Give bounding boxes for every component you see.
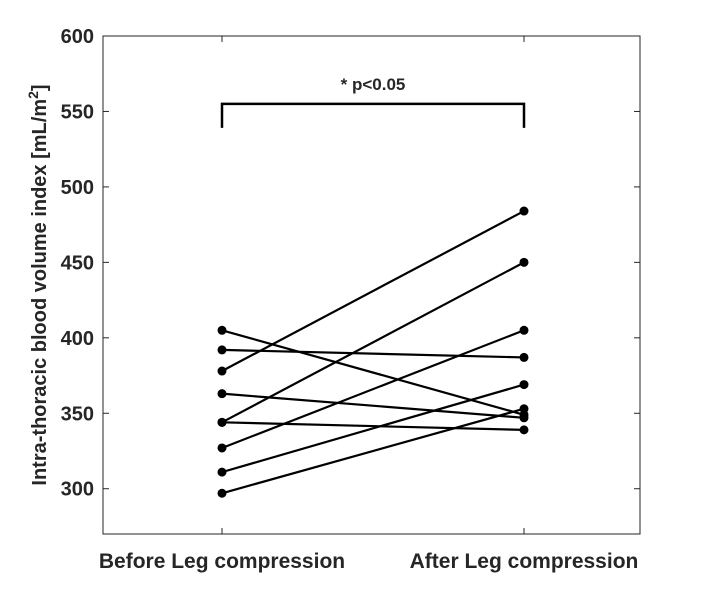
data-point <box>217 366 227 376</box>
x-category-label: Before Leg compression <box>99 550 345 573</box>
data-point <box>519 413 529 423</box>
data-point <box>519 325 529 335</box>
y-axis-label: Intra-thoracic blood volume index [mL/m2… <box>25 84 51 485</box>
y-tick-label: 300 <box>61 479 94 501</box>
y-tick-label: 350 <box>61 403 94 425</box>
series-7 <box>217 380 529 477</box>
series-9 <box>217 257 529 427</box>
y-axis-label-close: ] <box>29 84 51 91</box>
data-point <box>519 404 529 414</box>
series-group <box>217 206 529 498</box>
series-4 <box>217 389 529 423</box>
x-category-label: After Leg compression <box>410 550 639 573</box>
data-point <box>519 206 529 216</box>
significance-label: * p<0.05 <box>341 75 406 94</box>
data-point <box>519 257 529 267</box>
data-point <box>519 352 529 362</box>
y-axis-label-text: Intra-thoracic blood volume index [mL/m <box>29 99 51 486</box>
series-line <box>221 329 525 450</box>
data-point <box>217 443 227 453</box>
series-3 <box>217 206 529 376</box>
series-6 <box>217 325 529 453</box>
data-point <box>519 425 529 435</box>
plot-area <box>102 35 641 535</box>
series-line <box>221 210 525 372</box>
data-point <box>217 488 227 498</box>
data-point <box>217 467 227 477</box>
series-line <box>221 348 525 359</box>
y-tick-label: 400 <box>61 328 94 350</box>
series-line <box>221 392 525 419</box>
series-line <box>221 383 525 474</box>
y-tick-label: 550 <box>61 101 94 123</box>
y-tick-label: 600 <box>61 26 94 48</box>
series-2 <box>217 345 529 362</box>
series-line <box>221 261 525 424</box>
data-point <box>217 325 227 335</box>
y-axis: 300 350 400 450 500 550 600 <box>61 26 640 501</box>
series-line <box>221 421 525 431</box>
data-point <box>217 417 227 427</box>
data-point <box>519 380 529 390</box>
significance-annotation: * p<0.05 <box>220 75 526 128</box>
significance-bracket <box>220 102 526 128</box>
x-axis: Before Leg compression After Leg compress… <box>99 36 638 573</box>
data-point <box>217 345 227 355</box>
series-8 <box>217 404 529 498</box>
y-tick-label: 450 <box>61 252 94 274</box>
y-axis-label-superscript: 2 <box>25 91 41 99</box>
y-tick-label: 500 <box>61 177 94 199</box>
data-point <box>217 389 227 399</box>
series-line <box>221 407 525 495</box>
